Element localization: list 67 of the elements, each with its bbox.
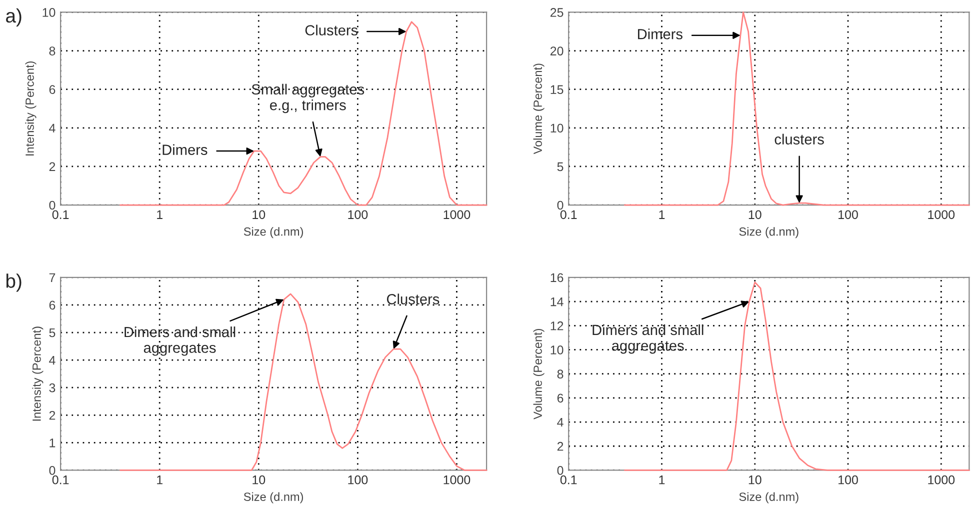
x-tick-label: 1000 [444, 475, 470, 484]
x-tick-label: 100 [838, 210, 858, 220]
annotation: Dimers [162, 144, 208, 155]
y-tick-label: 0 [49, 466, 56, 475]
x-tick-label: 10 [252, 475, 266, 484]
y-tick-label: 4 [49, 124, 56, 132]
x-tick-label: 10 [252, 210, 266, 220]
y-tick-label: 6 [49, 300, 56, 310]
y-tick-label: 16 [550, 273, 564, 282]
y-axis-title: Volume (Percent) [533, 64, 544, 154]
y-axis-title: Volume (Percent) [533, 328, 544, 420]
y-tick-label: 25 [550, 8, 564, 17]
y-tick-label: 5 [557, 162, 564, 172]
x-tick-label: 0.1 [560, 210, 577, 220]
y-tick-label: 2 [49, 162, 56, 171]
y-tick-label: 7 [49, 273, 56, 282]
x-tick-label: 100 [838, 475, 858, 484]
y-tick-label: 2 [49, 410, 56, 420]
x-tick-label: 0.1 [52, 475, 69, 484]
x-tick-label: 1000 [928, 475, 955, 484]
y-tick-label: 5 [49, 328, 56, 338]
annotation: Dimers [638, 28, 682, 40]
annotation: Dimers and small aggregates [124, 326, 236, 356]
y-tick-label: 2 [557, 442, 564, 451]
y-tick-label: 10 [550, 124, 564, 133]
y-tick-label: 4 [557, 418, 564, 427]
y-tick-label: 8 [557, 370, 564, 378]
y-tick-label: 10 [550, 346, 564, 354]
y-tick-label: 3 [49, 383, 56, 392]
y-tick-label: 4 [49, 356, 56, 365]
annotation: Clusters [386, 294, 440, 304]
annotation: Dimers and small aggregates [592, 324, 704, 354]
x-tick-label: 100 [348, 475, 368, 484]
x-axis-title: Size (d.nm) [739, 492, 798, 504]
x-axis-title: Size (d.nm) [244, 227, 304, 238]
annotation: Clusters [305, 24, 358, 36]
y-tick-label: 8 [49, 46, 56, 56]
x-axis-title: Size (d.nm) [739, 227, 798, 238]
x-tick-label: 0.1 [52, 210, 69, 220]
y-tick-label: 1 [50, 438, 56, 448]
y-tick-label: 6 [49, 85, 56, 94]
x-tick-label: 10 [748, 210, 762, 220]
y-tick-label: 0 [557, 466, 564, 475]
y-tick-label: 14 [550, 297, 564, 306]
y-tick-label: 10 [42, 8, 56, 17]
x-tick-label: 1000 [444, 210, 470, 220]
x-tick-label: 10 [748, 475, 762, 484]
y-tick-label: 0 [49, 200, 56, 210]
text: b) [6, 274, 22, 292]
text: a) [6, 8, 22, 26]
x-tick-label: 0.1 [560, 475, 577, 484]
x-tick-label: 1000 [928, 210, 955, 220]
y-tick-label: 15 [550, 85, 564, 94]
y-axis-title: Intensity (Percent) [32, 326, 44, 421]
annotation: Small aggregates e.g., trimers [252, 84, 364, 114]
annotation: clusters [774, 134, 824, 145]
y-tick-label: 6 [557, 394, 564, 403]
y-axis-title: Intensity (Percent) [25, 61, 36, 156]
y-tick-label: 0 [557, 200, 564, 210]
x-axis-title: Size (d.nm) [244, 492, 304, 504]
x-tick-label: 1 [157, 210, 162, 219]
x-tick-label: 1 [659, 210, 665, 219]
x-tick-label: 100 [348, 210, 368, 220]
x-tick-label: 1 [659, 476, 665, 484]
x-tick-label: 1 [157, 476, 162, 484]
y-tick-label: 20 [550, 46, 564, 56]
y-tick-label: 12 [550, 321, 564, 330]
